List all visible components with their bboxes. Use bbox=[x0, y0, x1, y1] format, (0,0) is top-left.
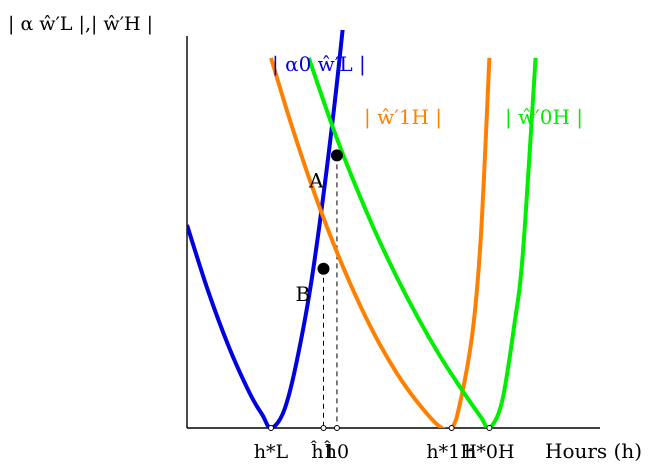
tick-marker-3 bbox=[448, 425, 455, 431]
series-label-w0H: | ŵ′0H | bbox=[505, 105, 583, 130]
tick-marker-0 bbox=[268, 425, 274, 431]
point-A bbox=[330, 149, 343, 162]
tick-label-0: h*L bbox=[254, 441, 289, 463]
x-axis-label: Hours (h) bbox=[545, 439, 642, 463]
series-label-w1H: | ŵ′1H | bbox=[364, 105, 442, 130]
tick-label-2: ĥ0 bbox=[324, 440, 349, 463]
tick-marker-4 bbox=[486, 425, 493, 431]
series-label-alpha0-wL: | α0 ŵ′L | bbox=[272, 52, 366, 77]
tick-label-4: h*0H bbox=[464, 441, 514, 463]
tick-label-3: h*1H bbox=[426, 441, 476, 463]
tick-label-1: ĥ1 bbox=[310, 440, 335, 463]
tick-marker-2 bbox=[333, 425, 340, 431]
y-axis-label: | α ŵ′L |,| ŵ′H | bbox=[8, 13, 153, 35]
point-label-B: B bbox=[296, 282, 311, 306]
tick-marker-1 bbox=[320, 425, 327, 431]
series-line-1 bbox=[269, 57, 492, 428]
point-B bbox=[317, 262, 330, 275]
series-line-2 bbox=[306, 57, 538, 428]
point-label-A: A bbox=[308, 168, 324, 192]
